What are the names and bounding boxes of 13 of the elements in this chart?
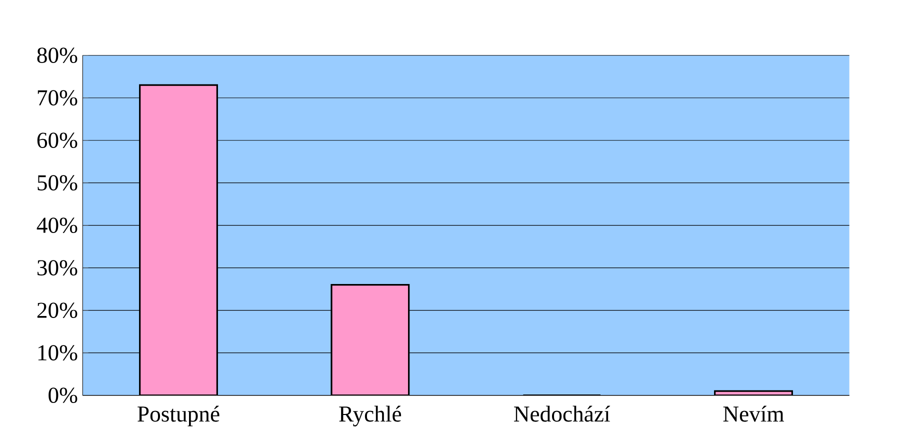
y-tick-label: 50% <box>38 175 78 191</box>
y-tick-label: 80% <box>37 48 78 64</box>
x-tick-label: Nevím <box>723 406 784 422</box>
y-tick-label: 70% <box>38 90 78 106</box>
y-tick-label: 40% <box>36 218 78 234</box>
y-tick-label: 60% <box>37 132 78 148</box>
x-tick-label: Postupné <box>138 406 220 426</box>
y-tick-label: 10% <box>38 345 78 360</box>
y-tick-label: 20% <box>37 302 78 318</box>
y-tick-label: 30% <box>38 260 78 276</box>
x-tick-label: Nedochází <box>514 406 610 422</box>
x-tick-label: Rychlé <box>339 406 402 426</box>
y-tick-label: 0% <box>48 388 78 403</box>
